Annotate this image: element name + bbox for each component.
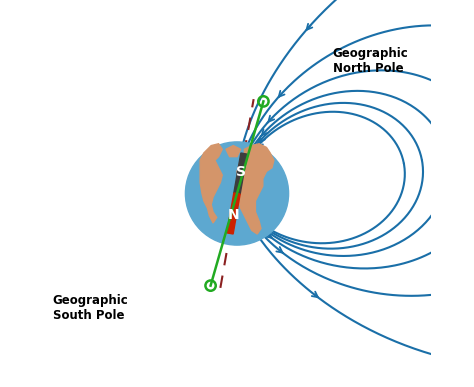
Circle shape	[185, 142, 289, 245]
Text: N: N	[228, 209, 239, 223]
Polygon shape	[200, 144, 222, 223]
Polygon shape	[227, 193, 240, 234]
Text: S: S	[236, 164, 246, 178]
Polygon shape	[226, 146, 241, 157]
Text: Geographic
South Pole: Geographic South Pole	[53, 294, 128, 322]
Text: Geographic
North Pole: Geographic North Pole	[333, 47, 409, 75]
Polygon shape	[234, 153, 247, 194]
Polygon shape	[237, 144, 274, 234]
